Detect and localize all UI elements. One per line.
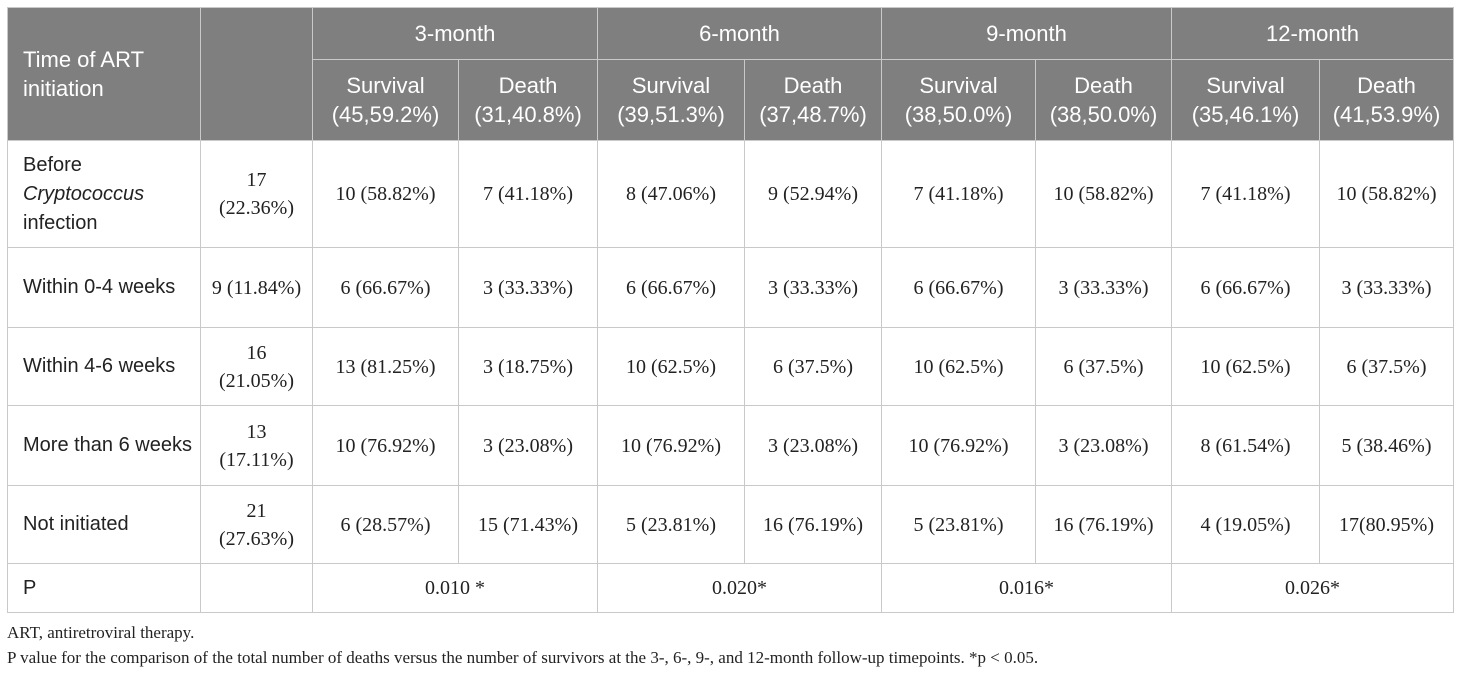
subheader-death-6m: Death (37,48.7%) — [744, 59, 882, 141]
data-cell: 7 (41.18%) — [458, 140, 598, 248]
data-cell: 16 (76.19%) — [744, 485, 882, 564]
data-cell: 6 (66.67%) — [881, 247, 1036, 328]
table-row: Within 4-6 weeks 16 (21.05%) 13 (81.25%)… — [7, 327, 1455, 406]
row-label: More than 6 weeks — [7, 405, 201, 486]
data-cell: 6 (37.5%) — [744, 327, 882, 406]
data-cell: 6 (28.57%) — [312, 485, 459, 564]
header-6-month: 6-month — [597, 7, 882, 60]
data-cell: 4 (19.05%) — [1171, 485, 1320, 564]
survival-table: Time of ART initiation 3-month 6-month 9… — [7, 7, 1455, 613]
subheader-death-3m: Death (31,40.8%) — [458, 59, 598, 141]
data-cell: 13 (81.25%) — [312, 327, 459, 406]
table-body: Before Cryptococcus infection 17 (22.36%) … — [7, 140, 1455, 613]
data-cell: 3 (33.33%) — [458, 247, 598, 328]
total-cell: 16 (21.05%) — [200, 327, 313, 406]
subheader-survival-12m: Survival (35,46.1%) — [1171, 59, 1320, 141]
table-row: More than 6 weeks 13 (17.11%) 10 (76.92%… — [7, 405, 1455, 486]
data-cell: 10 (62.5%) — [1171, 327, 1320, 406]
data-cell: 6 (66.67%) — [312, 247, 459, 328]
subheader-death-9m: Death (38,50.0%) — [1035, 59, 1172, 141]
data-cell: 3 (33.33%) — [1318, 247, 1455, 328]
data-cell: 7 (41.18%) — [1171, 140, 1320, 248]
header-9-month: 9-month — [881, 7, 1172, 60]
data-cell: 3 (23.08%) — [744, 405, 882, 486]
data-cell: 10 (58.82%) — [1035, 140, 1172, 248]
data-cell: 3 (33.33%) — [1035, 247, 1172, 328]
row-label: Within 0-4 weeks — [7, 247, 201, 328]
data-cell: 6 (37.5%) — [1035, 327, 1172, 406]
table-header: Time of ART initiation 3-month 6-month 9… — [7, 7, 1455, 141]
header-12-month: 12-month — [1170, 7, 1455, 60]
data-cell: 10 (76.92%) — [597, 405, 745, 486]
data-cell: 6 (37.5%) — [1318, 327, 1455, 406]
data-cell: 17(80.95%) — [1318, 485, 1455, 564]
total-cell: 13 (17.11%) — [200, 405, 313, 486]
p-value-12m: 0.026* — [1170, 563, 1455, 613]
p-value-row: P 0.010 * 0.020* 0.016* 0.026* — [7, 563, 1455, 613]
data-cell: 3 (33.33%) — [744, 247, 882, 328]
data-cell: 5 (23.81%) — [597, 485, 745, 564]
total-cell: 17 (22.36%) — [200, 140, 313, 248]
footnote-p-value: P value for the comparison of the total … — [7, 648, 1039, 667]
table-row: Not initiated 21 (27.63%) 6 (28.57%) 15 … — [7, 485, 1455, 564]
data-cell: 10 (58.82%) — [312, 140, 459, 248]
total-cell: 9 (11.84%) — [200, 247, 313, 328]
p-value-3m: 0.010 * — [312, 563, 598, 613]
footnote-abbreviation: ART, antiretroviral therapy. — [7, 623, 195, 642]
row-label-italic: Cryptococcus — [23, 182, 145, 205]
data-cell: 10 (62.5%) — [597, 327, 745, 406]
table-row: Before Cryptococcus infection 17 (22.36%) … — [7, 140, 1455, 248]
footnotes: ART, antiretroviral therapy. P value for… — [7, 620, 1453, 670]
p-value-9m: 0.016* — [881, 563, 1172, 613]
data-cell: 3 (23.08%) — [1035, 405, 1172, 486]
data-cell: 10 (58.82%) — [1318, 140, 1455, 248]
data-cell: 16 (76.19%) — [1035, 485, 1172, 564]
subheader-survival-6m: Survival (39,51.3%) — [597, 59, 745, 141]
data-cell: 6 (66.67%) — [1171, 247, 1320, 328]
subheader-survival-3m: Survival (45,59.2%) — [312, 59, 459, 141]
p-total-blank — [200, 563, 313, 613]
data-cell: 15 (71.43%) — [458, 485, 598, 564]
data-cell: 5 (38.46%) — [1318, 405, 1455, 486]
data-cell: 8 (47.06%) — [597, 140, 745, 248]
data-cell: 10 (76.92%) — [881, 405, 1036, 486]
header-time-of-art-initiation: Time of ART initiation — [7, 7, 201, 141]
row-label: Within 4-6 weeks — [7, 327, 201, 406]
row-label: Before Cryptococcus infection — [7, 140, 201, 248]
data-cell: 10 (76.92%) — [312, 405, 459, 486]
subheader-survival-9m: Survival (38,50.0%) — [881, 59, 1036, 141]
table-container: Time of ART initiation 3-month 6-month 9… — [7, 7, 1455, 670]
row-label-part: infection — [23, 211, 98, 234]
data-cell: 7 (41.18%) — [881, 140, 1036, 248]
header-total-blank — [200, 7, 313, 141]
data-cell: 5 (23.81%) — [881, 485, 1036, 564]
data-cell: 9 (52.94%) — [744, 140, 882, 248]
total-cell: 21 (27.63%) — [200, 485, 313, 564]
header-3-month: 3-month — [312, 7, 598, 60]
p-label: P — [7, 563, 201, 613]
data-cell: 3 (18.75%) — [458, 327, 598, 406]
table-row: Within 0-4 weeks 9 (11.84%) 6 (66.67%) 3… — [7, 247, 1455, 328]
data-cell: 6 (66.67%) — [597, 247, 745, 328]
data-cell: 10 (62.5%) — [881, 327, 1036, 406]
row-label: Not initiated — [7, 485, 201, 564]
data-cell: 8 (61.54%) — [1171, 405, 1320, 486]
subheader-death-12m: Death (41,53.9%) — [1318, 59, 1455, 141]
row-label-part: Before — [23, 153, 82, 176]
data-cell: 3 (23.08%) — [458, 405, 598, 486]
p-value-6m: 0.020* — [597, 563, 882, 613]
